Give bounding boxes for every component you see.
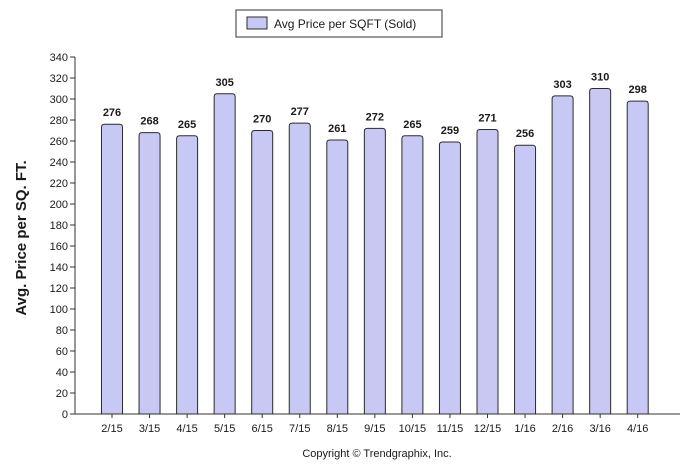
x-tick-label: 4/16: [627, 423, 648, 435]
x-tick-label: 11/15: [437, 423, 464, 435]
value-label: 259: [441, 125, 459, 137]
value-label: 272: [366, 111, 384, 123]
value-label: 261: [328, 123, 346, 135]
y-tick-label: 180: [50, 220, 68, 232]
bar: [626, 100, 649, 415]
bar: [514, 144, 537, 415]
value-label: 276: [103, 107, 121, 119]
copyright-text: Copyright © Trendgraphix, Inc.: [302, 448, 451, 460]
bar: [138, 132, 161, 415]
y-tick-label: 120: [50, 283, 68, 295]
x-ticks: 2/15 3/15 4/15 5/15 6/15 7/15 8/15 9/15 10/15 11/…: [101, 414, 648, 435]
bar: [213, 93, 236, 415]
bars: [101, 88, 649, 415]
value-label: 265: [178, 119, 196, 131]
x-tick-label: 2/15: [101, 423, 122, 435]
y-tick-label: 20: [56, 388, 68, 400]
value-label: 303: [553, 79, 571, 91]
x-tick-label: 12/15: [474, 423, 502, 435]
legend-label: Avg Price per SQFT (Sold): [274, 17, 416, 31]
x-tick-label: 6/15: [251, 423, 272, 435]
y-tick-label: 140: [50, 262, 68, 274]
bar: [363, 127, 386, 415]
x-tick-label: 8/15: [327, 423, 348, 435]
x-tick-label: 3/16: [589, 423, 610, 435]
y-tick-label: 80: [56, 325, 68, 337]
y-tick-label: 40: [56, 367, 68, 379]
x-tick-label: 7/15: [289, 423, 310, 435]
legend-swatch: [246, 16, 268, 30]
y-axis-label: Avg. Price per SQ. FT.: [13, 160, 30, 315]
value-label: 265: [403, 119, 421, 131]
bar: [251, 130, 274, 415]
bar: [288, 122, 311, 415]
value-label: 270: [253, 114, 271, 126]
y-tick-label: 320: [50, 73, 68, 85]
y-tick-label: 60: [56, 346, 68, 358]
y-tick-label: 220: [50, 178, 68, 190]
x-tick-label: 2/16: [552, 423, 573, 435]
bar: [326, 139, 349, 415]
legend: Avg Price per SQFT (Sold): [235, 9, 443, 38]
bar: [589, 88, 612, 415]
value-label: 268: [140, 116, 158, 128]
y-tick-label: 0: [62, 409, 68, 421]
bar: [476, 128, 499, 415]
x-tick-label: 9/15: [364, 423, 385, 435]
y-tick-label: 300: [50, 94, 68, 106]
legend-box: [235, 9, 443, 38]
y-tick-label: 200: [50, 199, 68, 211]
bar: [401, 135, 424, 415]
y-tick-label: 240: [50, 157, 68, 169]
y-tick-label: 280: [50, 115, 68, 127]
x-tick-label: 3/15: [139, 423, 160, 435]
y-tick-label: 160: [50, 241, 68, 253]
y-tick-label: 260: [50, 136, 68, 148]
x-tick-label: 1/16: [514, 423, 535, 435]
y-tick-label: 340: [50, 52, 68, 64]
bar: [101, 123, 123, 415]
bar: [176, 135, 199, 415]
x-tick-label: 10/15: [399, 423, 427, 435]
value-label: 271: [478, 112, 496, 124]
value-label: 277: [291, 106, 309, 118]
value-label: 305: [215, 77, 233, 89]
value-label: 310: [591, 72, 609, 84]
bar: [438, 141, 461, 415]
value-labels: 276 268 265 305 270 277 261 272 265 259 271 256 303 3…: [103, 72, 647, 141]
value-label: 256: [516, 128, 534, 140]
x-tick-label: 4/15: [176, 423, 197, 435]
value-label: 298: [629, 84, 647, 96]
y-ticks: 0 20 40 60 80 100 120 140 160 180 200 220 240 260 280 3…: [50, 52, 75, 421]
y-tick-label: 100: [50, 304, 68, 316]
bar: [551, 95, 574, 415]
x-tick-label: 5/15: [214, 423, 235, 435]
